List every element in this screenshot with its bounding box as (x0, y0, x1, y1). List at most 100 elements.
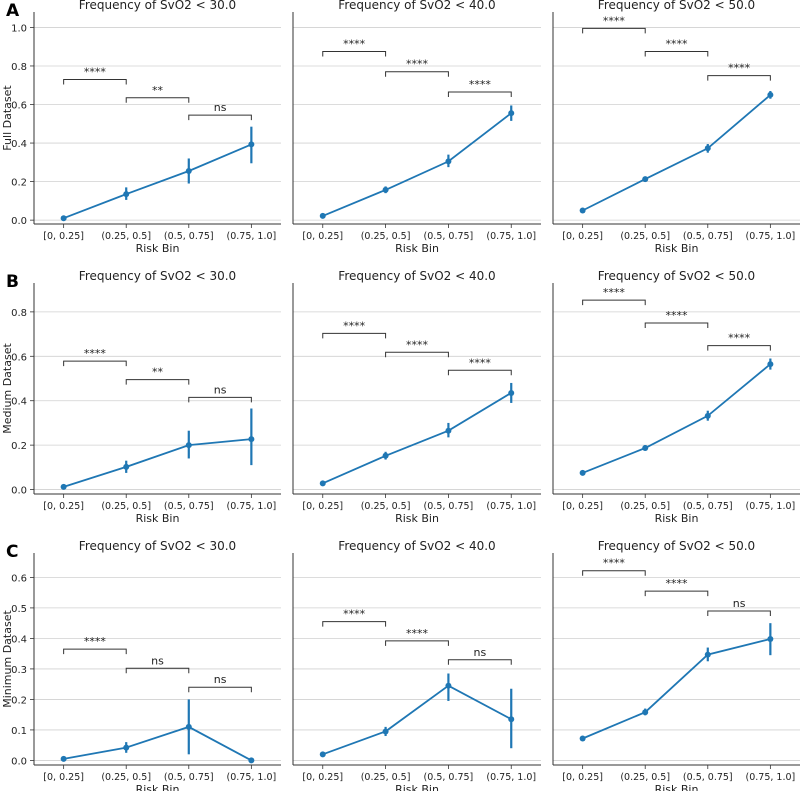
panel-3-1: Frequency of SvO2 < 30.0 0.0 0.1 0.2 0.3 0.4 0… (11, 539, 281, 791)
data-point (704, 651, 711, 658)
x-tick-label: [0, 0.25] (43, 772, 84, 783)
x-tick-label: (0.5, 0.75] (424, 231, 474, 242)
panel-2-2: Frequency of SvO2 < 40.0 [0, 0.25] (0.25, … (292, 269, 541, 525)
row-letter-a: A (6, 1, 20, 21)
x-tick-label: (0.75, 1.0] (227, 231, 277, 242)
x-tick-label: (0.5, 0.75] (424, 772, 474, 783)
sig-label: **** (469, 356, 492, 369)
data-point (642, 709, 649, 716)
panel-title: Frequency of SvO2 < 50.0 (598, 269, 755, 283)
series-line (63, 143, 252, 220)
sig-bracket (707, 610, 771, 616)
panel-1-2: Frequency of SvO2 < 40.0 [0, 0.25] (0.25, … (292, 0, 541, 255)
sig-bracket (582, 299, 646, 306)
x-tick-label: [0, 0.25] (302, 501, 343, 512)
sig-bracket (125, 97, 190, 103)
y-tick-label: 0.0 (11, 216, 27, 227)
data-point (579, 735, 586, 742)
data-point (767, 361, 774, 368)
y-tick-label: 0.8 (11, 62, 27, 73)
sig-bracket (322, 621, 387, 627)
x-tick-label: (0.25, 0.5] (361, 231, 411, 242)
x-tick-label: (0.5, 0.75] (424, 501, 474, 512)
sig-label: **** (603, 557, 626, 570)
x-tick-label: (0.75, 1.0] (227, 501, 277, 512)
x-tick-label: [0, 0.25] (562, 501, 603, 512)
sig-bracket (447, 369, 512, 376)
series-line (582, 638, 771, 740)
data-point (579, 207, 586, 214)
x-axis-label: Risk Bin (136, 242, 180, 255)
sig-label: **** (666, 577, 689, 590)
data-point (642, 176, 649, 183)
data-point (508, 716, 515, 723)
x-tick-label: (0.25, 0.5] (620, 772, 670, 783)
data-point (60, 215, 67, 222)
panel-title: Frequency of SvO2 < 50.0 (598, 539, 755, 553)
x-tick-label: [0, 0.25] (302, 772, 343, 783)
y-tick-label: 0.6 (11, 573, 27, 584)
x-tick-label: [0, 0.25] (562, 231, 603, 242)
sig-label: **** (343, 319, 366, 332)
sig-bracket (447, 91, 512, 97)
sig-label: **** (666, 38, 689, 51)
data-point (704, 412, 711, 419)
panel-2-1: Frequency of SvO2 < 30.0 0.0 0.2 0.4 0.6 0.8 [… (11, 269, 281, 525)
data-point (123, 744, 130, 751)
panel-title: Frequency of SvO2 < 30.0 (79, 0, 236, 12)
sig-label: **** (603, 14, 626, 27)
data-point (319, 480, 326, 487)
row-letter-c: C (6, 542, 18, 562)
sig-bracket (322, 332, 387, 339)
series-line (582, 363, 771, 474)
panel-title: Frequency of SvO2 < 30.0 (79, 269, 236, 283)
x-axis-label: Risk Bin (395, 783, 439, 791)
row-ylabel: Full Dataset (1, 85, 14, 151)
data-point (445, 682, 452, 689)
x-axis-label: Risk Bin (655, 242, 699, 255)
sig-label: **** (603, 286, 626, 299)
panel-3-2: Frequency of SvO2 < 40.0 [0, 0.25] (0.25, … (292, 539, 541, 791)
sig-label: **** (343, 38, 366, 51)
y-tick-label: 0.8 (11, 308, 27, 319)
panel-1-3: Frequency of SvO2 < 50.0 [0, 0.25] (0.25, … (552, 0, 800, 255)
panel-title: Frequency of SvO2 < 40.0 (338, 0, 495, 12)
data-point (382, 186, 389, 193)
x-axis-label: Risk Bin (655, 783, 699, 791)
series-line (322, 392, 512, 485)
x-tick-label: (0.25, 0.5] (101, 501, 151, 512)
data-point (642, 445, 649, 452)
panel-title: Frequency of SvO2 < 40.0 (338, 539, 495, 553)
series-line (63, 438, 252, 488)
panel-3-3: Frequency of SvO2 < 50.0 [0, 0.25] (0.25, … (552, 539, 800, 791)
sig-bracket (188, 686, 252, 693)
sig-label: **** (84, 635, 107, 648)
data-point (319, 212, 326, 219)
x-axis-label: Risk Bin (136, 783, 180, 791)
sig-label: **** (728, 62, 751, 75)
y-tick-label: 0.2 (11, 178, 27, 189)
sig-bracket (188, 396, 252, 403)
sig-bracket (125, 379, 190, 385)
sig-label: **** (728, 332, 751, 345)
x-tick-label: (0.5, 0.75] (683, 231, 733, 242)
panel-title: Frequency of SvO2 < 30.0 (79, 539, 236, 553)
x-tick-label: (0.25, 0.5] (361, 772, 411, 783)
sig-bracket (385, 351, 449, 358)
sig-bracket (385, 640, 449, 646)
data-point (248, 436, 255, 443)
x-axis-label: Risk Bin (136, 512, 180, 525)
sig-label: **** (469, 78, 492, 91)
data-point (508, 110, 515, 117)
y-tick-label: 0.5 (11, 604, 27, 615)
y-tick-label: 1.0 (11, 23, 27, 34)
sig-label: ns (214, 101, 227, 114)
x-tick-label: (0.75, 1.0] (746, 231, 796, 242)
y-tick-label: 0.0 (11, 756, 27, 767)
y-tick-label: 0.6 (11, 101, 27, 112)
x-tick-label: (0.5, 0.75] (683, 501, 733, 512)
sig-label: **** (406, 627, 429, 640)
y-tick-label: 0.2 (11, 695, 27, 706)
series-line (63, 725, 252, 762)
data-point (60, 483, 67, 490)
